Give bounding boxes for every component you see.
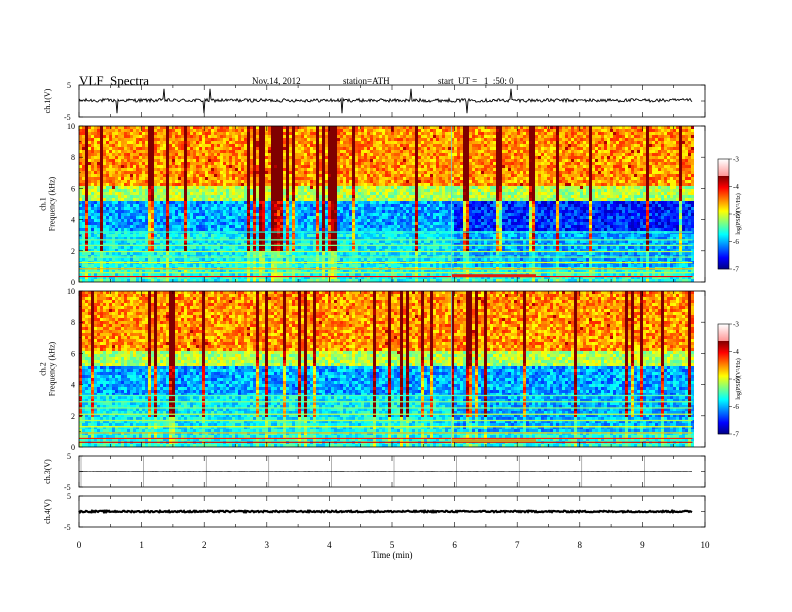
x-tick-label: 6 — [452, 540, 457, 550]
ch1-spectrogram-ytick-label: 6 — [71, 184, 75, 193]
date-label: Nov.14, 2012 — [252, 76, 301, 86]
ch1-spectrogram-lowfreq-band — [451, 274, 536, 278]
ch1-spectrogram-colorbar-tick-label: -5 — [733, 211, 739, 219]
x-tick-label: 7 — [515, 540, 520, 550]
ch2-spectrogram-colorbar-label: log(PSD)(V²/Hz) — [735, 358, 742, 399]
ch2-spectrogram-ytick-label: 0 — [71, 443, 75, 452]
ch1-spectrogram-ytick-label: 0 — [71, 278, 75, 287]
ch1-spectrogram-heatmap — [79, 126, 694, 282]
x-tick-label: 9 — [640, 540, 645, 550]
ch1-spectrogram-colorbar-tick-label: -3 — [733, 156, 739, 164]
ch1-spectrogram-colorbar — [718, 159, 729, 270]
x-tick-label: 10 — [701, 540, 711, 550]
ch2-spectrogram-ytick-label: 10 — [67, 287, 75, 296]
ch4-waveform-trace — [78, 508, 693, 515]
ch2-spectrogram-ytick-label: 6 — [71, 349, 75, 358]
ch4-waveform-ytick-label: -5 — [64, 523, 71, 532]
ch2-spectrogram-lowfreq-band — [451, 439, 536, 443]
ch1-spectrogram-ytick-label: 2 — [71, 247, 75, 256]
ch1-spectrogram-colorbar-label: log(PSD)(V²/Hz) — [735, 193, 742, 234]
ch1-waveform-ylabel: ch.1(V) — [43, 88, 52, 113]
ch1-spectrogram-colorbar-tick-label: -4 — [733, 183, 739, 191]
start-time-label: start UT = 1 :50: 0 — [438, 76, 514, 86]
ch4-waveform-ylabel: ch.4(V) — [43, 499, 52, 524]
ch1-spectrogram-colorbar-tick-label: -7 — [733, 266, 739, 274]
ch2-spectrogram-ytick-label: 8 — [71, 318, 75, 327]
x-tick-label: 2 — [202, 540, 207, 550]
ch3-waveform-ytick-label: -5 — [64, 483, 71, 492]
x-tick-label: 5 — [390, 540, 395, 550]
x-tick-label: 4 — [327, 540, 332, 550]
ch2-spectrogram-ytick-label: 4 — [71, 381, 75, 390]
ch1-spectrogram-ytick-label: 4 — [71, 216, 75, 225]
ch1-spectrogram-ytick-label: 10 — [67, 122, 75, 131]
ch2-spectrogram-colorbar-tick-label: -3 — [733, 321, 739, 329]
ch2-spectrogram-colorbar-tick-label: -5 — [733, 376, 739, 384]
ch2-spectrogram-colorbar-tick-label: -7 — [733, 431, 739, 439]
ch3-waveform-ylabel: ch.3(V) — [43, 459, 52, 484]
ch2-spectrogram-ylabel: ch.2Frequency (kHz) — [39, 341, 57, 396]
ch1-spectrogram-ytick-label: 8 — [71, 153, 75, 162]
ch3-waveform-ytick-label: 5 — [67, 452, 71, 461]
x-tick-label: 0 — [77, 540, 82, 550]
x-tick-label: 1 — [139, 540, 144, 550]
ch2-spectrogram-heatmap — [79, 291, 694, 447]
ch2-spectrogram-colorbar-tick-label: -4 — [733, 348, 739, 356]
ch2-spectrogram-ytick-label: 2 — [71, 412, 75, 421]
ch1-spectrogram-colorbar-tick-label: -6 — [733, 238, 739, 246]
ch1-waveform-trace — [78, 88, 693, 114]
x-tick-label: 3 — [265, 540, 270, 550]
ch2-spectrogram-colorbar-tick-label: -6 — [733, 403, 739, 411]
station-label: station=ATH — [343, 76, 390, 86]
x-axis-label: Time (min) — [372, 550, 413, 560]
x-tick-label: 8 — [578, 540, 583, 550]
ch1-waveform-ytick-label: -5 — [64, 113, 71, 122]
ch2-spectrogram-colorbar — [718, 324, 729, 435]
ch1-waveform-ytick-label: 5 — [67, 81, 71, 90]
ch1-spectrogram-ylabel: ch.1Frequency (kHz) — [39, 176, 57, 231]
chart-title: VLF Spectra — [79, 73, 149, 89]
ch4-waveform-ytick-label: 5 — [67, 492, 71, 501]
